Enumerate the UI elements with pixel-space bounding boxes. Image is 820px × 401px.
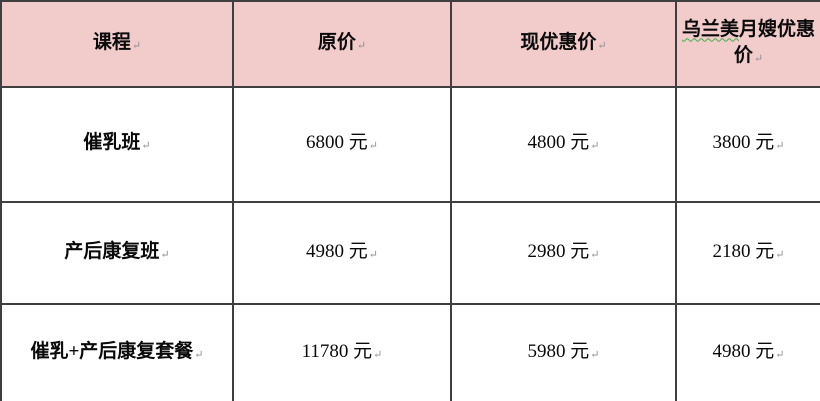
price-value: 6800 元 <box>306 132 368 153</box>
paragraph-mark: ↵ <box>775 348 785 361</box>
price-value: 2980 元 <box>527 240 590 262</box>
paragraph-mark: ↵ <box>373 348 383 361</box>
course-cell: 催乳+产后康复套餐↵ <box>0 303 234 401</box>
table-row: 催乳+产后康复套餐↵ 11780 元↵ 5980 元↵ 4980 元↵ <box>0 303 820 401</box>
table-row: 催乳班↵ 6800 元↵ 4800 元↵ 3800 元↵ <box>0 86 820 203</box>
course-name: 催乳+产后康复套餐 <box>30 340 194 362</box>
header-cell-course: 课程↵ <box>0 0 234 88</box>
table-header-row: 课程↵ 原价↵ 现优惠价↵ 乌兰美月嫂优惠价↵ <box>0 0 820 88</box>
current-price-cell: 2980 元↵ <box>450 201 677 305</box>
paragraph-mark: ↵ <box>753 52 764 65</box>
paragraph-mark: ↵ <box>590 248 600 261</box>
price-value: 3800 元 <box>712 132 775 153</box>
paragraph-mark: ↵ <box>368 140 378 152</box>
paragraph-mark: ↵ <box>160 248 170 261</box>
paragraph-mark: ↵ <box>590 140 600 152</box>
paragraph-mark: ↵ <box>141 140 151 152</box>
original-price-cell: 6800 元↵ <box>232 86 452 203</box>
table-row: 产后康复班↵ 4980 元↵ 2980 元↵ 2180 元↵ <box>0 201 820 305</box>
paragraph-mark: ↵ <box>775 140 785 152</box>
course-name: 催乳班 <box>83 132 141 153</box>
paragraph-mark: ↵ <box>131 39 142 52</box>
header-label-current-price: 现优惠价 <box>520 31 597 53</box>
price-value: 11780 元 <box>301 340 373 362</box>
paragraph-mark: ↵ <box>368 248 378 261</box>
paragraph-mark: ↵ <box>775 248 785 261</box>
paragraph-mark: ↵ <box>597 39 607 52</box>
header-cell-wulanmei-price: 乌兰美月嫂优惠价↵ <box>675 0 820 88</box>
paragraph-mark: ↵ <box>590 348 600 361</box>
paragraph-mark: ↵ <box>356 39 367 52</box>
original-price-cell: 11780 元↵ <box>232 303 452 401</box>
price-value: 2180 元 <box>712 240 775 262</box>
price-value: 4800 元 <box>527 132 590 153</box>
header-label-original-price: 原价 <box>317 31 356 53</box>
spellcheck-squiggle-text: 乌兰美 <box>681 18 739 40</box>
header-label-course: 课程 <box>92 31 131 53</box>
price-value: 5980 元 <box>527 340 590 362</box>
price-value: 4980 元 <box>712 340 775 362</box>
course-cell: 催乳班↵ <box>0 86 234 203</box>
course-name: 产后康复班 <box>64 240 160 262</box>
original-price-cell: 4980 元↵ <box>232 201 452 305</box>
wulanmei-price-cell: 3800 元↵ <box>675 86 820 203</box>
wulanmei-price-cell: 4980 元↵ <box>675 303 820 401</box>
price-value: 4980 元 <box>306 240 368 262</box>
header-cell-current-price: 现优惠价↵ <box>450 0 677 88</box>
header-cell-original-price: 原价↵ <box>232 0 452 88</box>
course-cell: 产后康复班↵ <box>0 201 234 305</box>
wulanmei-price-cell: 2180 元↵ <box>675 201 820 305</box>
current-price-cell: 4800 元↵ <box>450 86 677 203</box>
current-price-cell: 5980 元↵ <box>450 303 677 401</box>
header-label-wulanmei-rest: 月嫂优惠价 <box>733 18 816 66</box>
paragraph-mark: ↵ <box>194 348 204 361</box>
